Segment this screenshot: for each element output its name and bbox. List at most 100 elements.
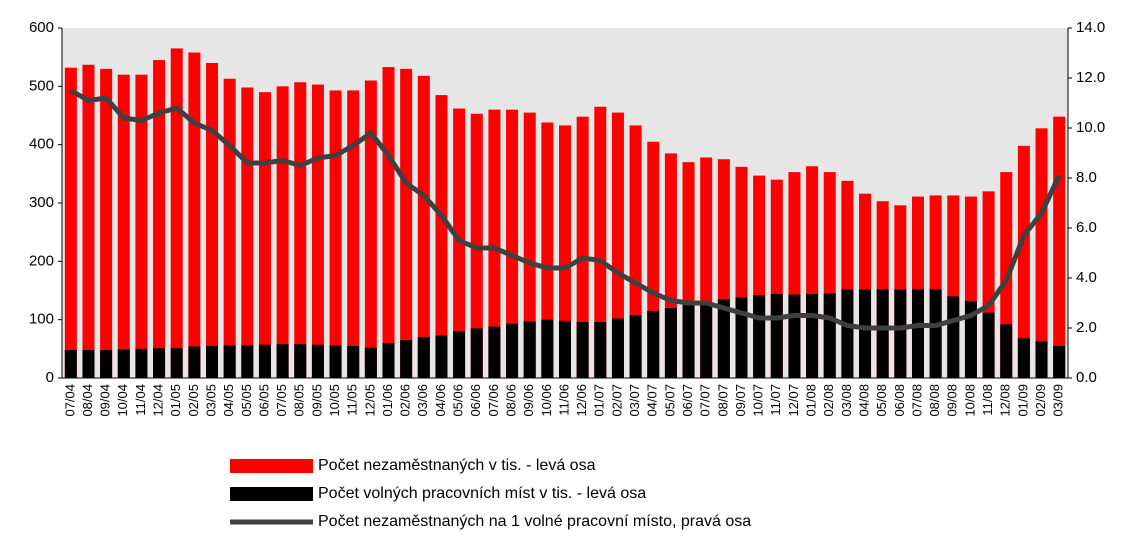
bar [541, 122, 554, 378]
x-tick-label: 06/07 [680, 384, 695, 417]
bar [170, 48, 183, 379]
bar [982, 312, 995, 378]
x-tick-label: 04/06 [433, 384, 448, 417]
bar [647, 310, 660, 378]
y-tick-label: 500 [29, 77, 54, 94]
x-tick-label: 10/07 [751, 384, 766, 417]
x-tick-label: 02/05 [186, 384, 201, 417]
x-tick-label: 08/08 [927, 384, 942, 417]
x-tick-label: 12/08 [998, 384, 1013, 417]
bar [770, 294, 783, 378]
y2-tick-label: 2.0 [1076, 319, 1097, 336]
x-tick-label: 01/05 [168, 384, 183, 417]
bar [453, 331, 466, 378]
legend-swatch [230, 459, 313, 473]
bar [364, 80, 377, 378]
bar [576, 116, 589, 379]
bar [876, 289, 889, 378]
bar [506, 109, 519, 379]
bar [82, 64, 95, 378]
bar [859, 289, 872, 378]
x-tick-label: 12/05 [362, 384, 377, 417]
bar [382, 343, 395, 378]
bar [929, 289, 942, 378]
x-tick-label: 11/07 [768, 384, 783, 416]
y-tick-label: 400 [29, 136, 54, 153]
x-tick-label: 05/05 [239, 384, 254, 417]
bar [629, 315, 642, 378]
x-tick-label: 11/05 [345, 384, 360, 416]
x-tick-label: 07/06 [486, 384, 501, 417]
x-tick-label: 01/06 [380, 384, 395, 417]
bar [223, 78, 236, 378]
bar [400, 68, 413, 378]
bar [435, 95, 448, 378]
bar [64, 67, 77, 379]
x-tick-label: 02/06 [398, 384, 413, 417]
x-tick-label: 08/04 [80, 384, 95, 417]
bar [329, 345, 342, 378]
y-tick-label: 200 [29, 252, 54, 269]
x-tick-label: 01/09 [1015, 384, 1030, 417]
bar [100, 68, 113, 378]
bar [241, 345, 254, 378]
bar [100, 350, 113, 378]
bar [276, 344, 289, 378]
bar [576, 322, 589, 378]
y2-tick-label: 6.0 [1076, 219, 1097, 236]
x-tick-label: 03/07 [627, 384, 642, 417]
bar [382, 67, 395, 378]
bar [1035, 128, 1048, 378]
bar [311, 344, 324, 378]
bar [311, 84, 324, 378]
x-tick-label: 02/08 [821, 384, 836, 417]
bar [894, 289, 907, 378]
x-tick-label: 01/08 [804, 384, 819, 417]
bar [188, 346, 201, 378]
bar [523, 112, 536, 378]
x-tick-label: 09/08 [945, 384, 960, 417]
bar [558, 320, 572, 378]
x-tick-label: 09/05 [309, 384, 324, 417]
x-tick-label: 05/07 [662, 384, 677, 417]
bar [153, 60, 166, 378]
x-tick-label: 08/06 [503, 384, 518, 417]
x-tick-label: 05/08 [874, 384, 889, 417]
bar [594, 322, 607, 378]
bar [823, 293, 836, 378]
bar [911, 289, 924, 378]
bar [1035, 341, 1048, 378]
bar [1053, 345, 1066, 378]
bar [294, 344, 307, 378]
x-tick-label: 03/09 [1051, 384, 1066, 417]
bar [1017, 338, 1030, 378]
bar [417, 337, 430, 378]
bar [347, 90, 360, 379]
legend-label: Počet nezaměstnaných v tis. - levá osa [318, 457, 596, 474]
bar [364, 347, 377, 378]
x-tick-label: 07/07 [698, 384, 713, 417]
x-tick-label: 03/06 [415, 384, 430, 417]
bar [488, 109, 501, 379]
bar [170, 348, 183, 378]
x-tick-label: 11/04 [133, 384, 148, 416]
bar [1053, 116, 1066, 379]
bar [611, 112, 624, 378]
bar [488, 326, 501, 378]
x-tick-label: 04/05 [221, 384, 236, 417]
bar [258, 92, 271, 379]
y2-tick-label: 12.0 [1076, 69, 1105, 86]
bar [947, 296, 960, 378]
bar [82, 350, 95, 378]
y2-tick-label: 0.0 [1076, 369, 1097, 386]
bar [400, 340, 413, 378]
legend-label: Počet volných pracovních míst v tis. - l… [318, 485, 646, 502]
bar [294, 82, 307, 378]
line [69, 88, 1062, 331]
bar [594, 106, 607, 378]
legend-label: Počet nezaměstnaných na 1 volné pracovní… [318, 513, 751, 530]
bar [788, 294, 801, 378]
x-tick-label: 02/09 [1033, 384, 1048, 417]
bar [453, 108, 466, 378]
